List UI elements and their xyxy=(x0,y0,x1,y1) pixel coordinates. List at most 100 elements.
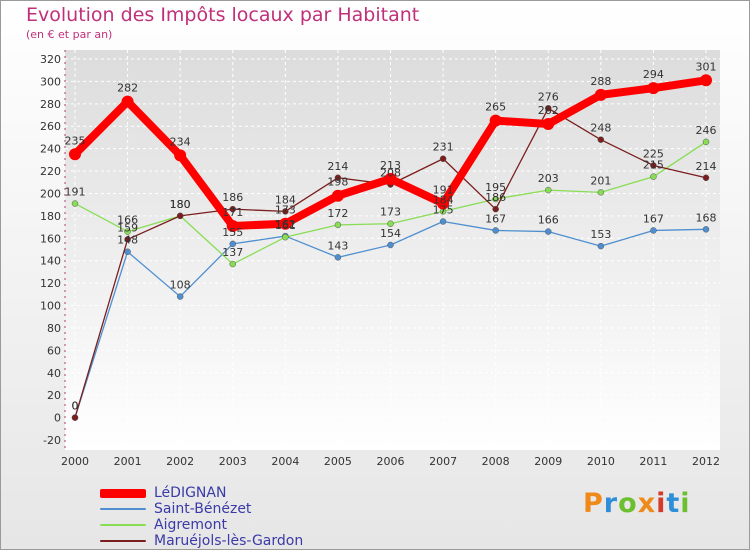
data-label: 234 xyxy=(170,135,191,148)
brand-letter: t xyxy=(666,488,681,519)
data-label: 159 xyxy=(117,221,138,234)
x-tick-label: 2005 xyxy=(324,455,352,468)
chart-subtitle: (en € et par an) xyxy=(26,28,113,41)
y-tick-label: -20 xyxy=(43,434,61,447)
data-label: 198 xyxy=(327,176,348,189)
brand-letter: P xyxy=(583,488,604,519)
data-label: 173 xyxy=(275,204,296,217)
data-point xyxy=(226,219,239,232)
x-tick-label: 2007 xyxy=(429,455,457,468)
data-point xyxy=(279,217,292,230)
chart-title: Evolution des Impôts locaux par Habitant xyxy=(26,4,420,26)
data-point xyxy=(492,205,499,213)
legend-item: LéDIGNAN xyxy=(100,485,420,501)
data-label: 214 xyxy=(696,160,717,173)
data-label: 191 xyxy=(433,184,454,197)
data-point xyxy=(229,240,236,248)
legend-swatch xyxy=(100,508,146,510)
data-point xyxy=(597,242,605,250)
data-label: 186 xyxy=(485,191,506,204)
data-point xyxy=(176,212,184,220)
data-label: 203 xyxy=(538,172,559,185)
data-label: 195 xyxy=(485,181,506,194)
data-point xyxy=(647,82,660,95)
data-label: 265 xyxy=(485,101,506,114)
data-label: 184 xyxy=(433,193,454,206)
y-tick-label: 40 xyxy=(47,367,61,380)
data-point xyxy=(384,172,397,185)
x-tick-label: 2011 xyxy=(639,455,667,468)
legend-swatch xyxy=(100,540,146,542)
brand-letter: i xyxy=(656,488,667,519)
data-label: 0 xyxy=(72,400,79,413)
legend: LéDIGNAN Saint-Bénézet Aigremont Maruéjols-… xyxy=(100,485,420,549)
legend-item: Saint-Bénézet xyxy=(100,501,420,517)
data-point xyxy=(121,95,134,108)
y-tick-label: 60 xyxy=(47,344,61,357)
data-label: 173 xyxy=(380,206,401,219)
data-label: 171 xyxy=(222,206,243,219)
data-label: 294 xyxy=(643,68,664,81)
data-point xyxy=(597,136,605,143)
legend-label: LéDIGNAN xyxy=(154,485,227,501)
data-label: 180 xyxy=(170,198,191,211)
data-point xyxy=(650,162,657,169)
data-label: 162 xyxy=(275,218,296,231)
x-tick-label: 2000 xyxy=(61,455,89,468)
brand-letter: o xyxy=(618,488,638,519)
data-point xyxy=(387,241,394,249)
data-point xyxy=(650,173,657,180)
data-point xyxy=(282,233,289,241)
data-point xyxy=(334,254,342,261)
legend-label: Saint-Bénézet xyxy=(154,501,252,517)
x-tick-label: 2012 xyxy=(692,455,720,468)
data-label: 235 xyxy=(65,134,86,147)
data-label: 154 xyxy=(380,227,401,240)
data-label: 262 xyxy=(538,104,559,117)
x-tick-label: 2009 xyxy=(534,455,562,468)
y-tick-label: 140 xyxy=(40,255,61,268)
data-point xyxy=(229,205,236,213)
data-point xyxy=(71,200,79,207)
data-label: 167 xyxy=(643,212,664,225)
data-label: 137 xyxy=(222,246,243,259)
data-label: 208 xyxy=(380,167,401,180)
x-tick-label: 2003 xyxy=(219,455,247,468)
brand-letter: i xyxy=(680,488,691,519)
data-label: 166 xyxy=(117,214,138,227)
plot-area xyxy=(65,50,720,450)
y-tick-label: 240 xyxy=(40,143,61,156)
data-point xyxy=(542,117,555,130)
data-label: 108 xyxy=(170,279,191,292)
x-tick-label: 2004 xyxy=(271,455,299,468)
data-point xyxy=(492,227,499,234)
data-label: 225 xyxy=(643,147,664,160)
data-label: 0 xyxy=(72,400,79,413)
data-label: 168 xyxy=(696,211,717,224)
data-label: 276 xyxy=(538,90,559,103)
x-tick-label: 2010 xyxy=(587,455,615,468)
proxiti-logo: Proxiti xyxy=(583,488,691,519)
data-point xyxy=(700,74,712,87)
data-label: 288 xyxy=(590,75,611,88)
data-label: 246 xyxy=(696,124,717,137)
data-point xyxy=(71,414,79,421)
y-tick-label: 220 xyxy=(40,165,61,178)
data-point xyxy=(124,228,131,235)
brand-letter: r xyxy=(603,488,619,519)
data-label: 155 xyxy=(222,226,243,239)
y-tick-label: 160 xyxy=(40,232,61,245)
data-point xyxy=(545,186,552,194)
data-point xyxy=(492,195,499,203)
data-label: 166 xyxy=(538,214,559,227)
data-point xyxy=(176,293,184,300)
data-label: 213 xyxy=(380,159,401,172)
y-tick-label: 80 xyxy=(47,322,61,335)
data-label: 167 xyxy=(485,212,506,225)
data-point xyxy=(437,197,450,210)
y-tick-label: 100 xyxy=(40,300,61,313)
data-label: 282 xyxy=(117,82,138,95)
data-point xyxy=(334,174,342,182)
y-tick-label: 200 xyxy=(40,187,61,200)
